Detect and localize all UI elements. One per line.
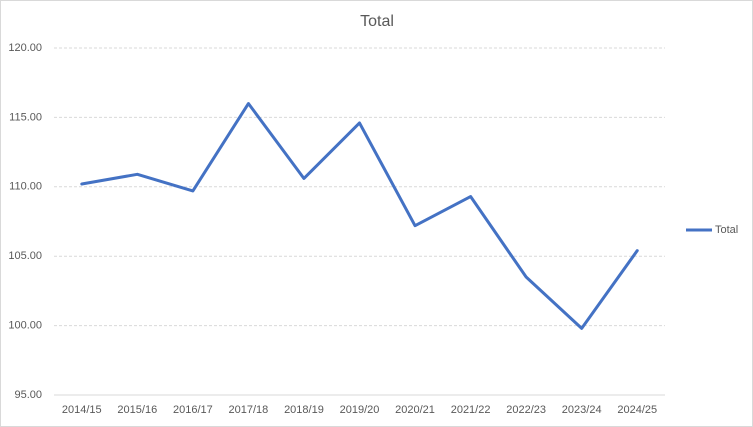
y-tick-label: 100.00 (8, 320, 42, 332)
x-tick-label: 2024/25 (617, 404, 657, 416)
x-tick-label: 2014/15 (62, 404, 102, 416)
x-tick-label: 2020/21 (395, 404, 435, 416)
data-line (80, 102, 639, 330)
x-tick-label: 2018/19 (284, 404, 324, 416)
y-tick-label: 115.00 (9, 111, 42, 123)
x-tick-label: 2019/20 (340, 404, 380, 416)
x-tick-label: 2021/22 (451, 404, 491, 416)
y-tick-label: 120.00 (8, 42, 42, 54)
y-tick-label: 110.00 (9, 181, 42, 193)
legend-label: Total (715, 224, 738, 236)
chart-title: Total (360, 13, 394, 30)
x-tick-label: 2022/23 (506, 404, 546, 416)
x-tick-label: 2017/18 (229, 404, 269, 416)
x-tick-label: 2023/24 (562, 404, 602, 416)
y-tick-label: 95.00 (14, 389, 42, 401)
x-tick-label: 2016/17 (173, 404, 213, 416)
x-tick-label: 2015/16 (117, 404, 157, 416)
y-tick-label: 105.00 (8, 250, 42, 262)
